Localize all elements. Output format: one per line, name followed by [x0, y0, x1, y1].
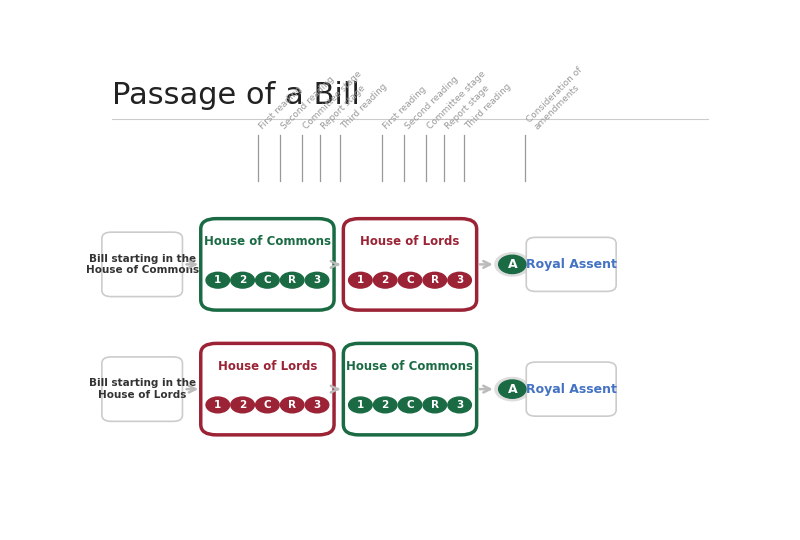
Circle shape	[423, 397, 446, 413]
Text: First reading: First reading	[382, 85, 429, 131]
FancyBboxPatch shape	[102, 232, 182, 296]
FancyBboxPatch shape	[201, 343, 334, 435]
Text: Royal Assent: Royal Assent	[526, 383, 617, 396]
Circle shape	[374, 397, 397, 413]
Text: Consideration of
amendments: Consideration of amendments	[525, 65, 591, 131]
Circle shape	[495, 253, 530, 276]
Circle shape	[349, 397, 372, 413]
Text: Second reading: Second reading	[404, 75, 460, 131]
Text: Third reading: Third reading	[340, 82, 389, 131]
Circle shape	[374, 272, 397, 288]
Text: 3: 3	[456, 275, 463, 285]
FancyBboxPatch shape	[526, 362, 616, 416]
Text: First reading: First reading	[258, 85, 305, 131]
Text: Passage of a Bill: Passage of a Bill	[112, 82, 360, 111]
Text: Bill starting in the
House of Commons: Bill starting in the House of Commons	[86, 254, 198, 275]
Text: 2: 2	[239, 400, 246, 410]
FancyBboxPatch shape	[343, 219, 477, 310]
Text: 2: 2	[382, 400, 389, 410]
Circle shape	[306, 272, 329, 288]
Circle shape	[448, 272, 471, 288]
Text: 1: 1	[357, 275, 364, 285]
Text: Report stage: Report stage	[444, 84, 491, 131]
Circle shape	[349, 272, 372, 288]
Circle shape	[231, 272, 254, 288]
Text: Report stage: Report stage	[320, 84, 367, 131]
Text: R: R	[288, 275, 296, 285]
Text: Bill starting in the
House of Lords: Bill starting in the House of Lords	[89, 379, 196, 400]
Circle shape	[256, 397, 279, 413]
Circle shape	[498, 255, 526, 274]
Circle shape	[423, 272, 446, 288]
FancyBboxPatch shape	[343, 343, 477, 435]
Circle shape	[448, 397, 471, 413]
Text: R: R	[430, 275, 438, 285]
Circle shape	[206, 397, 230, 413]
Circle shape	[281, 272, 304, 288]
Text: C: C	[263, 275, 271, 285]
Text: House of Commons: House of Commons	[346, 360, 474, 373]
Text: 1: 1	[214, 275, 222, 285]
Circle shape	[498, 380, 526, 399]
Text: 3: 3	[314, 275, 321, 285]
Text: 2: 2	[382, 275, 389, 285]
Text: C: C	[263, 400, 271, 410]
Text: House of Lords: House of Lords	[218, 360, 317, 373]
Text: 1: 1	[214, 400, 222, 410]
Text: A: A	[507, 258, 517, 271]
Circle shape	[231, 397, 254, 413]
Text: Committee stage: Committee stage	[426, 70, 487, 131]
Circle shape	[398, 397, 422, 413]
Text: Royal Assent: Royal Assent	[526, 258, 617, 271]
Text: Committee stage: Committee stage	[302, 70, 363, 131]
Circle shape	[281, 397, 304, 413]
Circle shape	[206, 272, 230, 288]
FancyBboxPatch shape	[201, 219, 334, 310]
Text: C: C	[406, 400, 414, 410]
Circle shape	[495, 377, 530, 401]
Text: 2: 2	[239, 275, 246, 285]
Circle shape	[256, 272, 279, 288]
Text: Third reading: Third reading	[464, 82, 513, 131]
Text: House of Lords: House of Lords	[360, 235, 460, 248]
Text: Second reading: Second reading	[280, 75, 336, 131]
Circle shape	[398, 272, 422, 288]
Text: House of Commons: House of Commons	[204, 235, 331, 248]
Text: A: A	[507, 383, 517, 396]
Text: R: R	[288, 400, 296, 410]
Text: 1: 1	[357, 400, 364, 410]
Circle shape	[306, 397, 329, 413]
Text: 3: 3	[314, 400, 321, 410]
Text: 3: 3	[456, 400, 463, 410]
FancyBboxPatch shape	[102, 357, 182, 421]
Text: C: C	[406, 275, 414, 285]
FancyBboxPatch shape	[526, 238, 616, 292]
Text: R: R	[430, 400, 438, 410]
